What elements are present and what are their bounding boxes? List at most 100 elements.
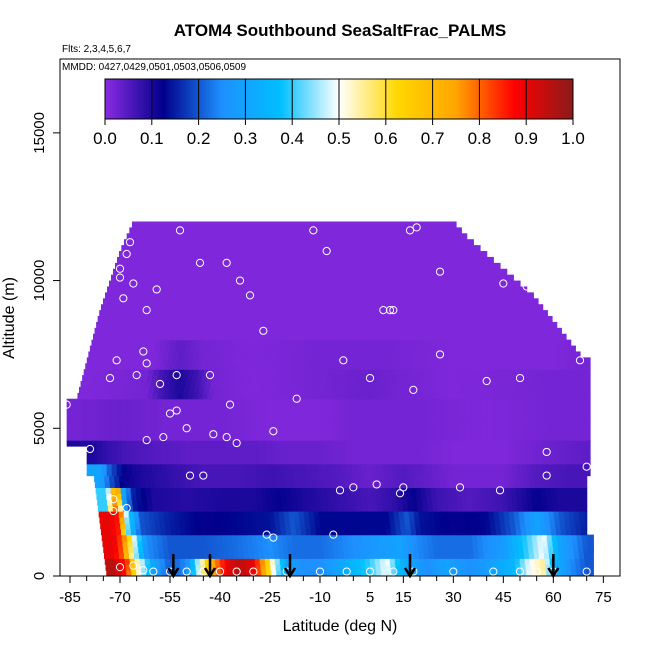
heatmap-cell [195,564,202,571]
heatmap-cell [447,505,454,512]
heatmap-cell [301,457,308,465]
heatmap-cell [344,475,350,483]
heatmap-cell [281,339,288,347]
heatmap-cell [516,534,523,542]
heatmap-cell [525,381,532,388]
heatmap-cell [293,351,299,358]
heatmap-cell [140,522,146,530]
heatmap-cell [276,463,283,471]
heatmap-cell [103,351,109,358]
heatmap-cell [401,357,408,364]
heatmap-cell [111,428,118,435]
heatmap-cell [190,564,197,571]
heatmap-cell [99,516,106,524]
heatmap-cell [186,428,193,435]
heatmap-cell [370,381,377,388]
heatmap-cell [424,558,431,565]
heatmap-cell [391,451,398,459]
heatmap-cell [426,440,433,447]
heatmap-cell [546,463,553,471]
heatmap-cell [154,475,160,483]
heatmap-cell [517,286,523,293]
heatmap-cell [314,516,321,524]
heatmap-cell [318,298,324,305]
heatmap-cell [566,463,573,471]
heatmap-cell [216,451,223,459]
heatmap-cell [411,428,418,435]
heatmap-cell [272,499,278,506]
heatmap-cell [474,558,481,565]
heatmap-cell [586,416,591,423]
heatmap-cell [86,440,93,447]
heatmap-cell [561,440,568,447]
heatmap-cell [196,428,203,435]
heatmap-cell [511,469,518,477]
heatmap-cell [506,451,513,459]
heatmap-cell [161,410,168,418]
heatmap-cell [234,280,240,288]
heatmap-cell [536,463,543,471]
heatmap-cell [520,292,526,299]
heatmap-cell [226,428,233,435]
heatmap-cell [218,351,224,358]
heatmap-cell [472,540,479,548]
heatmap-cell [106,493,112,500]
heatmap-cell [98,369,105,376]
heatmap-cell [311,463,318,471]
heatmap-cell [111,446,118,453]
heatmap-cell [182,316,189,323]
heatmap-cell [244,345,251,353]
heatmap-cell [556,416,563,423]
heatmap-cell [459,558,466,565]
heatmap-cell [326,410,333,418]
heatmap-cell [272,540,279,548]
heatmap-cell [229,280,235,288]
heatmap-cell [554,516,561,524]
heatmap-cell [298,369,305,376]
heatmap-cell [326,357,333,364]
heatmap-cell [180,522,186,530]
heatmap-cell [66,428,73,435]
heatmap-cell [299,475,305,483]
heatmap-cell [402,505,409,512]
heatmap-cell [367,392,374,400]
heatmap-cell [179,481,186,488]
heatmap-cell [276,434,283,441]
heatmap-cell [372,316,379,323]
heatmap-cell [141,404,148,412]
heatmap-cell [254,280,260,288]
heatmap-cell [138,298,144,305]
heatmap-cell [493,511,500,518]
heatmap-cell [560,522,566,530]
heatmap-cell [510,363,516,370]
heatmap-cell [326,434,333,441]
heatmap-cell [271,534,278,542]
heatmap-cell [131,469,138,477]
heatmap-cell [136,304,142,311]
heatmap-cell [326,339,333,347]
heatmap-cell [214,280,220,288]
heatmap-cell [210,487,217,494]
heatmap-cell [531,534,538,542]
heatmap-cell [227,375,233,382]
heatmap-cell [456,570,462,576]
heatmap-cell [352,286,358,293]
heatmap-cell [66,410,73,418]
heatmap-cell [311,398,318,406]
heatmap-cell [281,357,288,364]
heatmap-cell [465,564,472,571]
heatmap-cell [385,381,392,388]
heatmap-cell [142,316,149,323]
heatmap-cell [119,386,125,394]
heatmap-cell [316,457,323,465]
heatmap-cell [146,416,153,423]
heatmap-cell [401,321,407,329]
heatmap-cell [251,428,258,435]
heatmap-cell [407,286,413,293]
heatmap-cell [417,286,423,293]
heatmap-cell [151,357,158,364]
heatmap-cell [104,481,111,488]
heatmap-cell [319,552,325,559]
heatmap-cell [565,528,572,536]
heatmap-cell [131,440,138,447]
